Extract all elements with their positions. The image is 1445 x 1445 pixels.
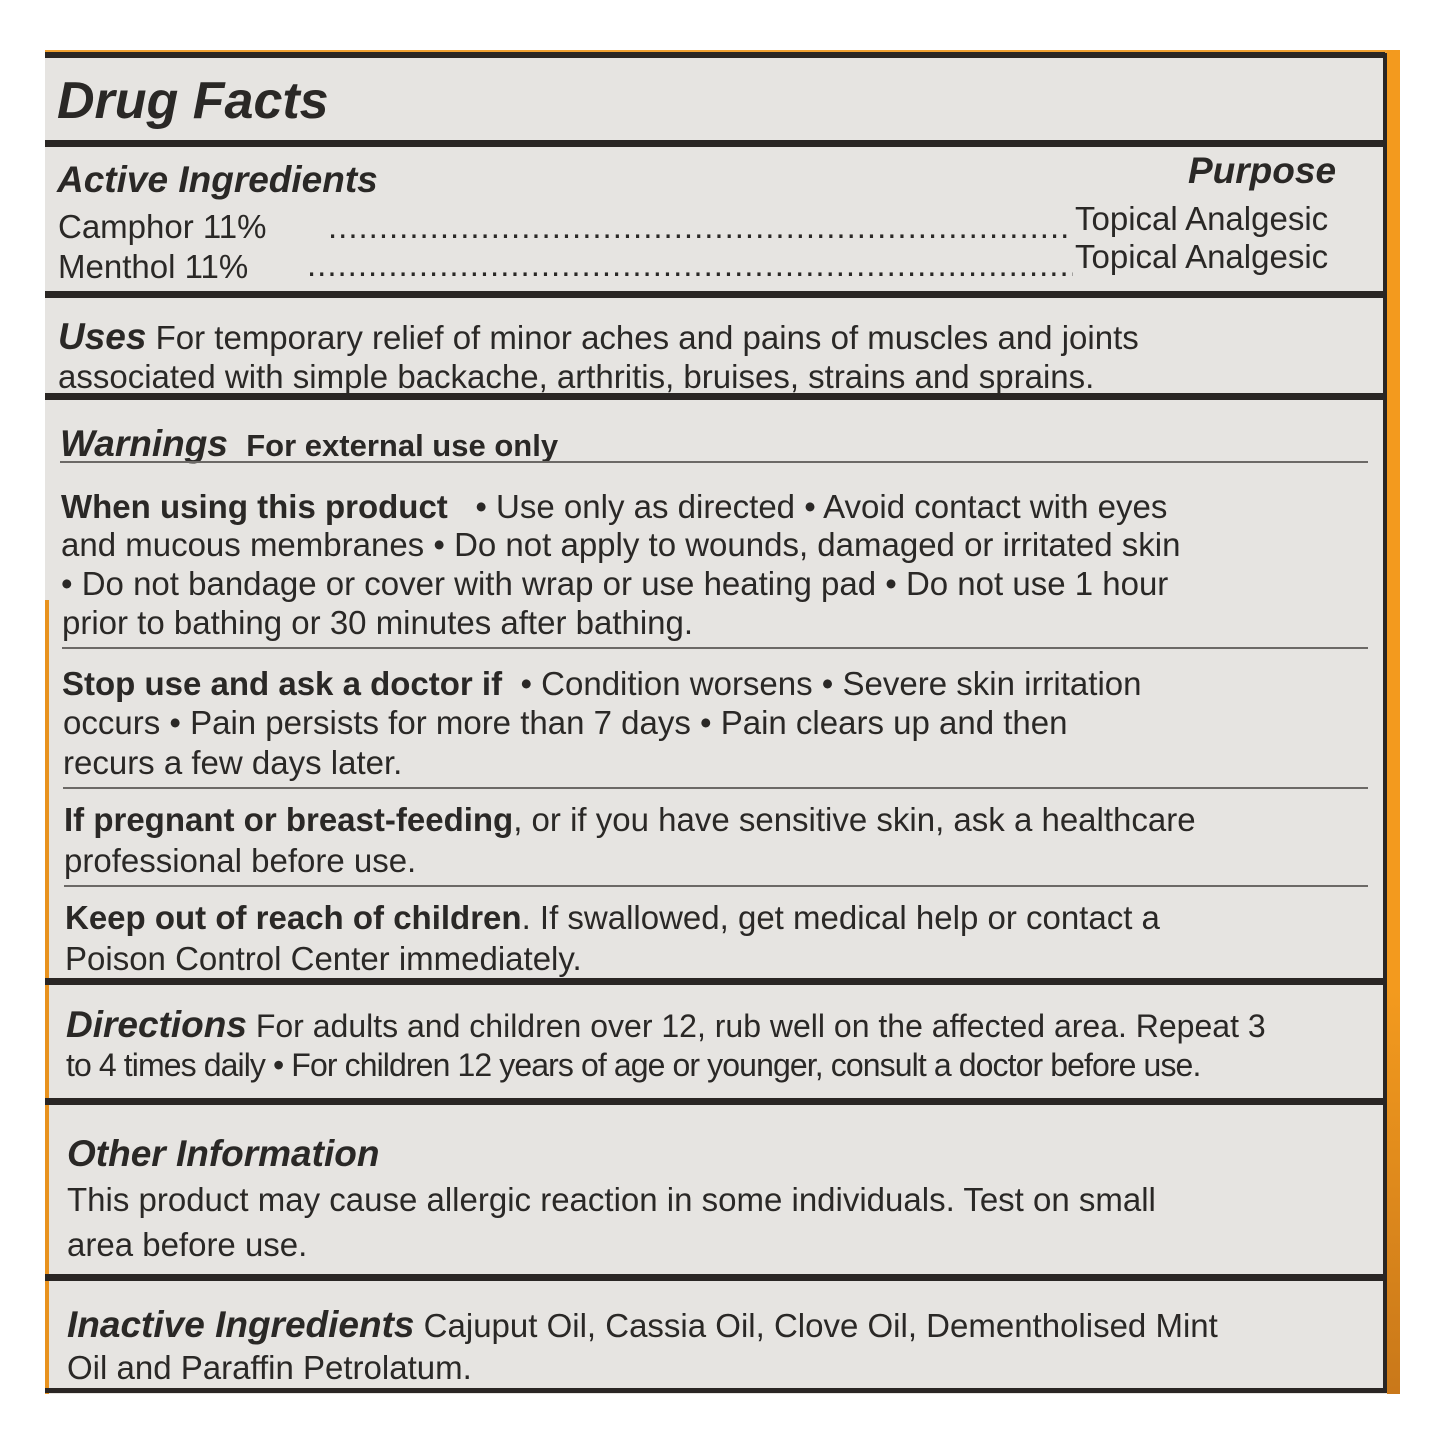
directions-heading: Directions: [66, 1004, 247, 1045]
warnings-heading: Warnings: [60, 423, 228, 464]
pregnant-heading: If pregnant or breast-feeding: [64, 801, 514, 838]
rule-thin: [60, 461, 1368, 463]
directions-line-1: Directions For adults and children over …: [66, 1006, 1266, 1045]
leader-dots: ........................................…: [307, 246, 1073, 283]
other-line-2: area before use.: [67, 1226, 308, 1263]
panel-border-right: [1383, 53, 1387, 1393]
orange-edge-left: [45, 600, 49, 1394]
inactive-ingredients-heading: Inactive Ingredients: [67, 1304, 415, 1345]
rule-after-other: [45, 1274, 1385, 1281]
pregnant-line-2: professional before use.: [64, 842, 417, 879]
rule-after-active: [45, 291, 1385, 298]
ingredient-name: Menthol 11%: [58, 248, 249, 285]
ingredient-purpose: Topical Analgesic: [1075, 200, 1329, 237]
uses-line-1: Uses For temporary relief of minor aches…: [58, 318, 1139, 357]
rule-after-warnings: [45, 978, 1385, 985]
children-line-1: Keep out of reach of children. If swallo…: [65, 899, 1160, 937]
uses-line-2: associated with simple backache, arthrit…: [58, 358, 1095, 395]
rule-bottom: [45, 1388, 1385, 1393]
orange-edge-top: [45, 50, 1400, 53]
when-using-line-2: and mucous membranes • Do not apply to w…: [61, 526, 1181, 563]
ingredient-name: Camphor 11%: [58, 208, 267, 245]
rule-after-title: [45, 140, 1385, 147]
inactive-line-1: Inactive Ingredients Cajuput Oil, Cassia…: [67, 1306, 1218, 1345]
rule-after-directions: [45, 1098, 1385, 1105]
stop-use-line-2: occurs • Pain persists for more than 7 d…: [63, 704, 1068, 741]
ingredient-purpose: Topical Analgesic: [1075, 238, 1329, 275]
when-using-line-1: When using this product • Use only as di…: [61, 488, 1167, 526]
rule-top: [45, 52, 1385, 58]
directions-line-2: to 4 times daily • For children 12 years…: [66, 1047, 1201, 1083]
other-information-heading: Other Information: [67, 1133, 380, 1174]
children-text: . If swallowed, get medical help or cont…: [521, 899, 1160, 936]
stop-use-line-3: recurs a few days later.: [63, 744, 403, 781]
drug-facts-panel: [45, 50, 1400, 1394]
directions-text: For adults and children over 12, rub wel…: [255, 1008, 1266, 1044]
rule-thin: [64, 885, 1368, 887]
rule-thin: [62, 647, 1368, 649]
uses-text: For temporary relief of minor aches and …: [155, 319, 1139, 356]
inactive-line-2: Oil and Paraffin Petrolatum.: [67, 1349, 472, 1386]
when-using-line-4: prior to bathing or 30 minutes after bat…: [62, 604, 694, 641]
rule-after-uses: [45, 393, 1385, 400]
warnings-subheading: For external use only: [246, 428, 559, 463]
stop-use-text: • Condition worsens • Severe skin irrita…: [520, 665, 1142, 702]
stop-use-line-1: Stop use and ask a doctor if • Condition…: [62, 665, 1141, 703]
uses-heading: Uses: [58, 316, 147, 357]
when-using-heading: When using this product: [61, 488, 448, 525]
leader-dots: ........................................…: [328, 208, 1073, 245]
other-line-1: This product may cause allergic reaction…: [67, 1181, 1156, 1218]
orange-edge-right: [1387, 50, 1400, 1394]
when-using-text: • Use only as directed • Avoid contact w…: [475, 488, 1168, 525]
rule-thin: [63, 787, 1368, 789]
stop-use-heading: Stop use and ask a doctor if: [62, 665, 503, 702]
children-line-2: Poison Control Center immediately.: [65, 940, 582, 977]
active-ingredients-heading: Active Ingredients: [57, 159, 378, 200]
children-heading: Keep out of reach of children: [65, 899, 522, 936]
when-using-line-3: • Do not bandage or cover with wrap or u…: [61, 565, 1169, 602]
pregnant-text: , or if you have sensitive skin, ask a h…: [513, 801, 1196, 838]
purpose-heading: Purpose: [1188, 150, 1337, 191]
page-title: Drug Facts: [57, 72, 329, 130]
pregnant-line-1: If pregnant or breast-feeding, or if you…: [64, 801, 1196, 839]
warnings-header: Warnings For external use only: [60, 425, 558, 465]
inactive-text: Cajuput Oil, Cassia Oil, Clove Oil, Deme…: [423, 1307, 1218, 1344]
